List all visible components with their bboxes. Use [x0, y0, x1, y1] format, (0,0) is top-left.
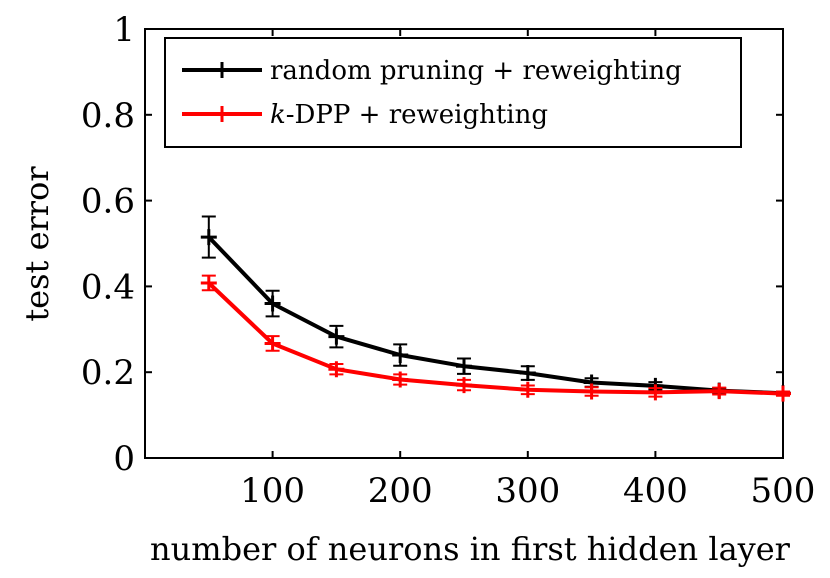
plot-frame: [144, 28, 784, 459]
data-point: [711, 383, 728, 400]
legend-label-kdpp-rest: -DPP + reweighting: [286, 100, 548, 130]
y-tick-label: 0.4: [81, 267, 135, 307]
data-point: [200, 274, 217, 291]
plot-area-border: [144, 28, 784, 459]
data-point: [456, 358, 472, 375]
legend-item-random-pruning: random pruning + reweighting: [182, 56, 682, 86]
legend-marker-random-pruning: [214, 62, 230, 78]
legend: random pruning + reweighting k-DPP + rew…: [164, 37, 742, 148]
series-0: [200, 215, 791, 402]
data-point: [264, 335, 281, 352]
y-tick-label: 0.2: [81, 353, 135, 393]
series-line: [207, 281, 784, 396]
y-tick-label: 1: [113, 10, 135, 50]
series-1: [200, 274, 791, 402]
legend-marker-kdpp: [214, 106, 230, 122]
x-tick-label: 100: [240, 471, 305, 511]
x-tick-label: 200: [368, 471, 433, 511]
x-axis-label: number of neurons in first hidden layer: [150, 530, 791, 568]
series-line: [207, 235, 784, 396]
legend-item-kdpp: k-DPP + reweighting: [182, 100, 548, 130]
legend-label-kdpp-italic: k: [270, 100, 286, 130]
data-point: [264, 295, 281, 312]
y-axis-label: test error: [18, 166, 56, 322]
data-point: [583, 383, 600, 400]
x-tick-label: 500: [751, 471, 816, 511]
legend-label-random-pruning: random pruning + reweighting: [270, 56, 682, 86]
axis-ticks: 100 200 300 400 500 0 0.2 0.4 0.6 0.8 1: [81, 10, 816, 511]
y-tick-label: 0.8: [81, 96, 135, 136]
data-point: [456, 377, 472, 394]
y-tick-label: 0.6: [81, 182, 135, 222]
series-layer: [200, 215, 791, 402]
data-point: [392, 371, 409, 388]
legend-box: [164, 37, 742, 148]
data-point: [200, 229, 217, 246]
data-point: [519, 365, 536, 382]
data-point: [328, 361, 345, 378]
data-point: [519, 381, 536, 398]
x-tick-label: 300: [495, 471, 560, 511]
legend-label-kdpp: k-DPP + reweighting: [270, 100, 548, 130]
data-point: [328, 328, 345, 345]
data-point: [775, 385, 791, 402]
y-tick-label: 0: [113, 439, 135, 479]
x-tick-label: 400: [623, 471, 688, 511]
data-point: [647, 384, 664, 401]
data-point: [392, 347, 409, 364]
